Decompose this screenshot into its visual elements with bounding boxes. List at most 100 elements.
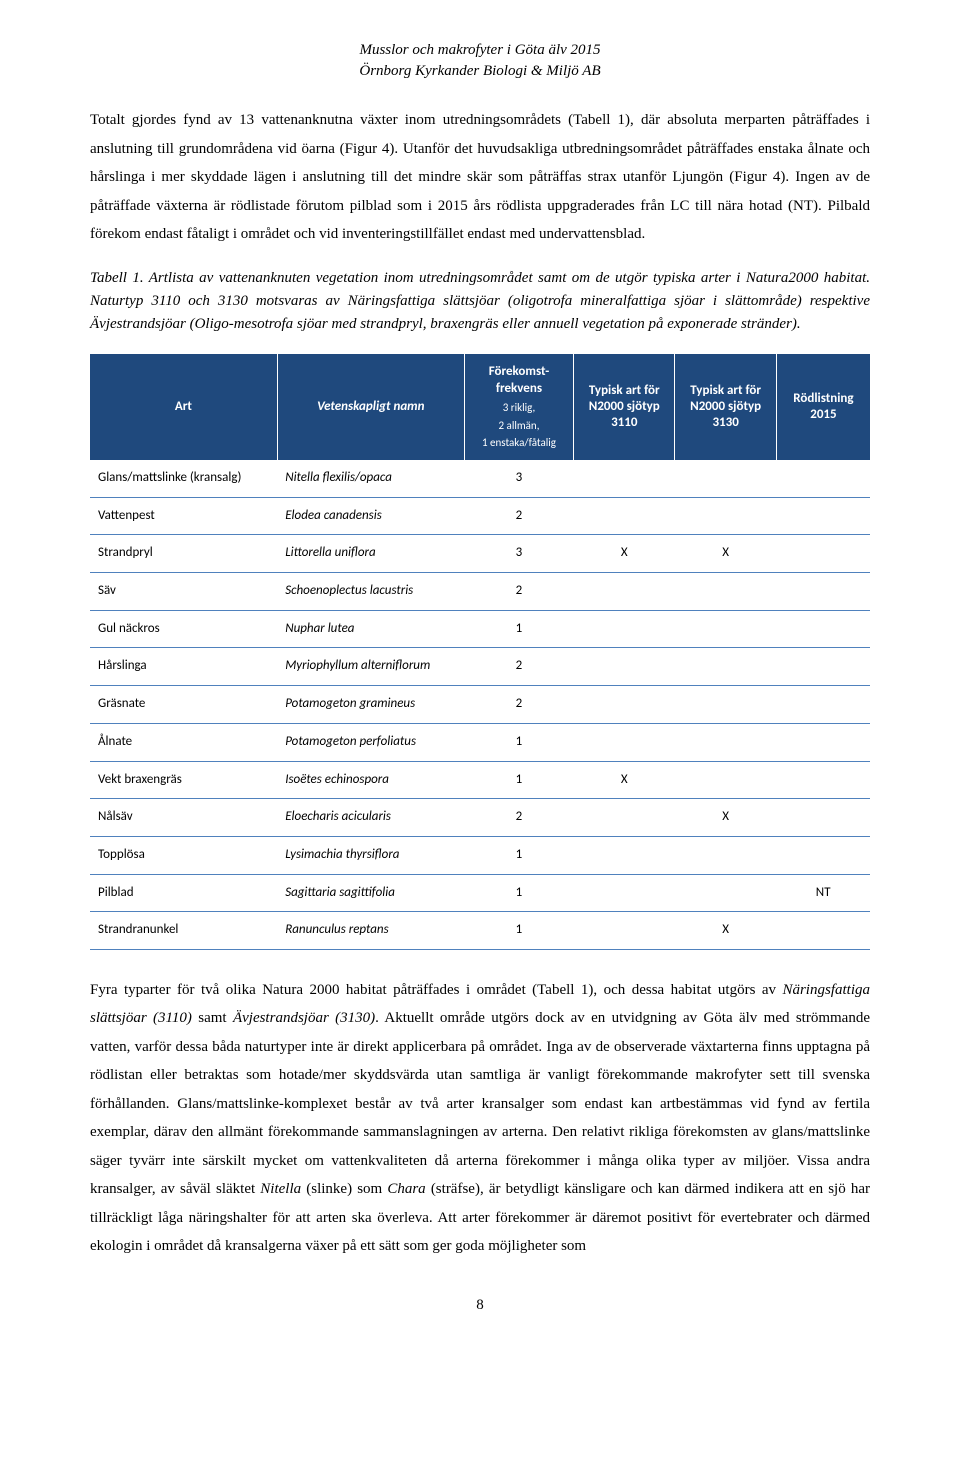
cell-art: Nålsäv bbox=[90, 799, 277, 837]
cell-n3110 bbox=[574, 686, 675, 724]
cell-sci: Nitella flexilis/opaca bbox=[277, 460, 464, 497]
paragraph-2: Fyra typarter för två olika Natura 2000 … bbox=[90, 976, 870, 1261]
cell-freq: 1 bbox=[464, 874, 573, 912]
cell-freq: 1 bbox=[464, 761, 573, 799]
cell-sci: Potamogeton perfoliatus bbox=[277, 723, 464, 761]
cell-freq: 3 bbox=[464, 460, 573, 497]
cell-freq: 1 bbox=[464, 723, 573, 761]
cell-n3130 bbox=[675, 610, 776, 648]
cell-redlist bbox=[776, 761, 870, 799]
col-art: Art bbox=[90, 354, 277, 460]
cell-redlist bbox=[776, 799, 870, 837]
cell-art: Strandranunkel bbox=[90, 912, 277, 950]
cell-n3110 bbox=[574, 912, 675, 950]
cell-n3130: X bbox=[675, 912, 776, 950]
cell-art: Pilblad bbox=[90, 874, 277, 912]
header-line-1: Musslor och makrofyter i Göta älv 2015 bbox=[90, 40, 870, 61]
cell-n3130 bbox=[675, 836, 776, 874]
cell-n3110 bbox=[574, 874, 675, 912]
cell-art: Topplösa bbox=[90, 836, 277, 874]
cell-sci: Eloecharis acicularis bbox=[277, 799, 464, 837]
cell-sci: Potamogeton gramineus bbox=[277, 686, 464, 724]
cell-sci: Littorella uniflora bbox=[277, 535, 464, 573]
cell-redlist bbox=[776, 686, 870, 724]
cell-n3130 bbox=[675, 648, 776, 686]
cell-redlist: NT bbox=[776, 874, 870, 912]
cell-freq: 3 bbox=[464, 535, 573, 573]
col-freq-sub1: 3 riklig, bbox=[471, 401, 567, 415]
table-header-row: Art Vetenskapligt namn Förekomst-frekven… bbox=[90, 354, 870, 460]
cell-freq: 2 bbox=[464, 497, 573, 535]
col-freq-sub3: 1 enstaka/fåtalig bbox=[471, 436, 567, 450]
cell-freq: 1 bbox=[464, 912, 573, 950]
cell-redlist bbox=[776, 573, 870, 611]
table-row: Glans/mattslinke (kransalg)Nitella flexi… bbox=[90, 460, 870, 497]
cell-freq: 1 bbox=[464, 610, 573, 648]
cell-n3130 bbox=[675, 686, 776, 724]
cell-freq: 1 bbox=[464, 836, 573, 874]
document-header: Musslor och makrofyter i Göta älv 2015 Ö… bbox=[90, 40, 870, 82]
col-sci: Vetenskapligt namn bbox=[277, 354, 464, 460]
cell-sci: Ranunculus reptans bbox=[277, 912, 464, 950]
cell-n3110: X bbox=[574, 535, 675, 573]
table-row: StrandranunkelRanunculus reptans1 X bbox=[90, 912, 870, 950]
col-n3110: Typisk art för N2000 sjötyp 3110 bbox=[574, 354, 675, 460]
paragraph-1: Totalt gjordes fynd av 13 vattenanknutna… bbox=[90, 106, 870, 249]
cell-sci: Sagittaria sagittifolia bbox=[277, 874, 464, 912]
cell-freq: 2 bbox=[464, 686, 573, 724]
cell-sci: Nuphar lutea bbox=[277, 610, 464, 648]
cell-n3130 bbox=[675, 723, 776, 761]
cell-n3130 bbox=[675, 573, 776, 611]
table-row: GräsnatePotamogeton gramineus2 bbox=[90, 686, 870, 724]
cell-n3110 bbox=[574, 610, 675, 648]
table-row: PilbladSagittaria sagittifolia1 NT bbox=[90, 874, 870, 912]
table-row: SävSchoenoplectus lacustris2 bbox=[90, 573, 870, 611]
cell-art: Strandpryl bbox=[90, 535, 277, 573]
page-number: 8 bbox=[90, 1291, 870, 1320]
table-row: ÅlnatePotamogeton perfoliatus1 bbox=[90, 723, 870, 761]
cell-redlist bbox=[776, 460, 870, 497]
cell-sci: Schoenoplectus lacustris bbox=[277, 573, 464, 611]
table-row: Vekt braxengräsIsoëtes echinospora1X bbox=[90, 761, 870, 799]
col-redlist: Rödlistning 2015 bbox=[776, 354, 870, 460]
col-freq-sub2: 2 allmän, bbox=[471, 419, 567, 433]
cell-art: Glans/mattslinke (kransalg) bbox=[90, 460, 277, 497]
species-table: Art Vetenskapligt namn Förekomst-frekven… bbox=[90, 354, 870, 950]
cell-redlist bbox=[776, 912, 870, 950]
cell-redlist bbox=[776, 836, 870, 874]
cell-sci: Isoëtes echinospora bbox=[277, 761, 464, 799]
cell-n3130: X bbox=[675, 535, 776, 573]
cell-n3110 bbox=[574, 799, 675, 837]
cell-n3110 bbox=[574, 648, 675, 686]
table-body: Glans/mattslinke (kransalg)Nitella flexi… bbox=[90, 460, 870, 949]
table-row: HårslingaMyriophyllum alterniflorum2 bbox=[90, 648, 870, 686]
cell-sci: Lysimachia thyrsiflora bbox=[277, 836, 464, 874]
cell-sci: Myriophyllum alterniflorum bbox=[277, 648, 464, 686]
table-row: TopplösaLysimachia thyrsiflora1 bbox=[90, 836, 870, 874]
table-row: VattenpestElodea canadensis2 bbox=[90, 497, 870, 535]
cell-art: Gräsnate bbox=[90, 686, 277, 724]
cell-n3110 bbox=[574, 573, 675, 611]
cell-n3110 bbox=[574, 460, 675, 497]
cell-n3110 bbox=[574, 497, 675, 535]
table-caption: Tabell 1. Artlista av vattenanknuten veg… bbox=[90, 267, 870, 337]
cell-n3110 bbox=[574, 836, 675, 874]
cell-art: Ålnate bbox=[90, 723, 277, 761]
header-line-2: Örnborg Kyrkander Biologi & Miljö AB bbox=[90, 61, 870, 82]
cell-n3130 bbox=[675, 497, 776, 535]
cell-freq: 2 bbox=[464, 799, 573, 837]
cell-redlist bbox=[776, 497, 870, 535]
cell-redlist bbox=[776, 610, 870, 648]
cell-freq: 2 bbox=[464, 648, 573, 686]
cell-redlist bbox=[776, 535, 870, 573]
cell-redlist bbox=[776, 648, 870, 686]
cell-n3130 bbox=[675, 761, 776, 799]
cell-n3130 bbox=[675, 874, 776, 912]
cell-n3110 bbox=[574, 723, 675, 761]
cell-art: Gul näckros bbox=[90, 610, 277, 648]
table-row: Gul näckrosNuphar lutea1 bbox=[90, 610, 870, 648]
cell-n3110: X bbox=[574, 761, 675, 799]
cell-n3130 bbox=[675, 460, 776, 497]
cell-art: Vattenpest bbox=[90, 497, 277, 535]
cell-art: Vekt braxengräs bbox=[90, 761, 277, 799]
